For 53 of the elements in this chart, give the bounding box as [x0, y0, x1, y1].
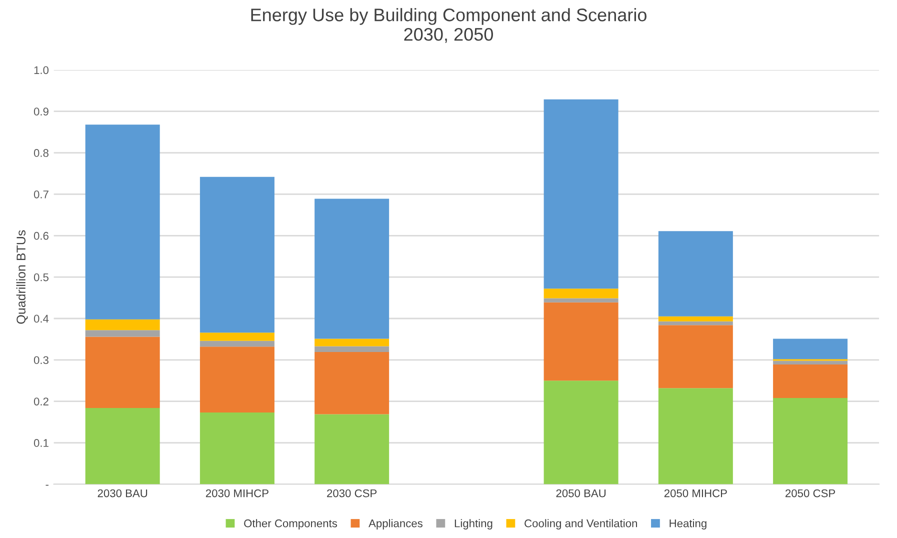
- legend-label: Lighting: [454, 519, 492, 530]
- bar: [200, 346, 274, 413]
- bar: [773, 338, 848, 360]
- bar: [314, 352, 390, 414]
- bar: [314, 414, 390, 484]
- bar: [85, 319, 160, 330]
- y-tick-label: -: [46, 484, 48, 486]
- bar: [314, 346, 390, 352]
- bar: [658, 231, 733, 316]
- y-axis-title: Quadrillion BTUs: [16, 230, 28, 324]
- x-tick-label: 2050 MIHCP: [664, 489, 727, 498]
- x-tick-label: 2050 CSP: [786, 489, 836, 498]
- bar: [314, 198, 390, 339]
- chart-title: Energy Use by Building Component and Scenario 2030, 2050: [251, 8, 646, 43]
- bar: [200, 176, 274, 333]
- bar: [85, 124, 160, 320]
- bar: [314, 338, 390, 346]
- y-tick-label: 1.0: [34, 66, 49, 74]
- x-tick-label: 2030 BAU: [98, 489, 148, 498]
- bar: [85, 336, 160, 408]
- y-tick-label: 0.4: [34, 314, 49, 323]
- bar: [658, 321, 733, 326]
- y-tick-label: 0.9: [34, 108, 48, 116]
- bar: [544, 99, 618, 289]
- bar: [200, 340, 274, 347]
- bar: [658, 316, 733, 322]
- bar: [85, 408, 160, 484]
- x-tick-label: 2030 MIHCP: [206, 489, 268, 498]
- legend-label: Other Components: [244, 519, 338, 530]
- legend-label: Appliances: [368, 519, 422, 530]
- x-tick-label: 2030 CSP: [327, 489, 377, 498]
- y-tick-label: 0.2: [34, 398, 48, 406]
- y-tick-label: 0.1: [34, 439, 48, 447]
- bar: [544, 288, 618, 298]
- bar: [658, 388, 733, 484]
- bar: [773, 360, 848, 364]
- y-tick-label: 0.6: [34, 232, 48, 240]
- bar: [544, 380, 618, 484]
- bar: [773, 364, 848, 398]
- legend-label: Heating: [670, 519, 706, 530]
- bar: [658, 325, 733, 388]
- bar: [85, 330, 160, 337]
- y-tick-label: 0.7: [34, 190, 48, 198]
- y-tick-label: 0.5: [34, 273, 48, 282]
- bar: [544, 302, 618, 381]
- bar: [773, 398, 848, 484]
- bar: [200, 412, 274, 484]
- bar: [200, 332, 274, 341]
- y-tick-label: 0.3: [34, 356, 48, 364]
- x-tick-label: 2050 BAU: [556, 489, 606, 498]
- legend-label: Cooling and Ventilation: [524, 519, 637, 530]
- y-tick-label: 0.8: [34, 149, 48, 157]
- bar: [544, 298, 618, 302]
